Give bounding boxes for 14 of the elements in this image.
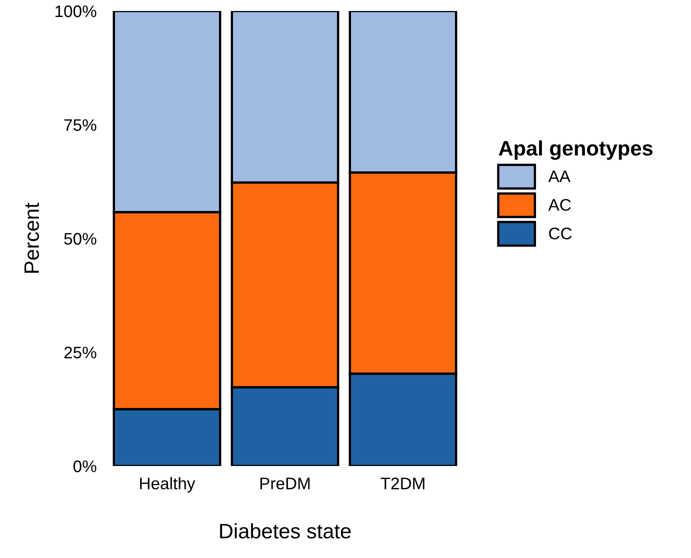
x-tick-label: Healthy [140, 477, 196, 493]
x-tick-label: T2DM [380, 478, 424, 490]
legend-label: CC [549, 228, 572, 240]
legend-label: AA [548, 170, 570, 182]
y-tick-label: 100% [56, 5, 96, 18]
legend-title: Apal genotypes [498, 140, 653, 160]
y-tick-label: 25% [64, 346, 96, 358]
y-tick-label: 50% [64, 232, 96, 245]
legend-label: AC [548, 198, 571, 211]
y-tick-label: 0% [73, 460, 96, 472]
y-tick-label: 75% [64, 119, 96, 131]
x-tick-label: PreDM [260, 478, 310, 490]
y-axis-title: Percent [24, 202, 40, 273]
x-axis-title: Diabetes state [220, 523, 351, 539]
